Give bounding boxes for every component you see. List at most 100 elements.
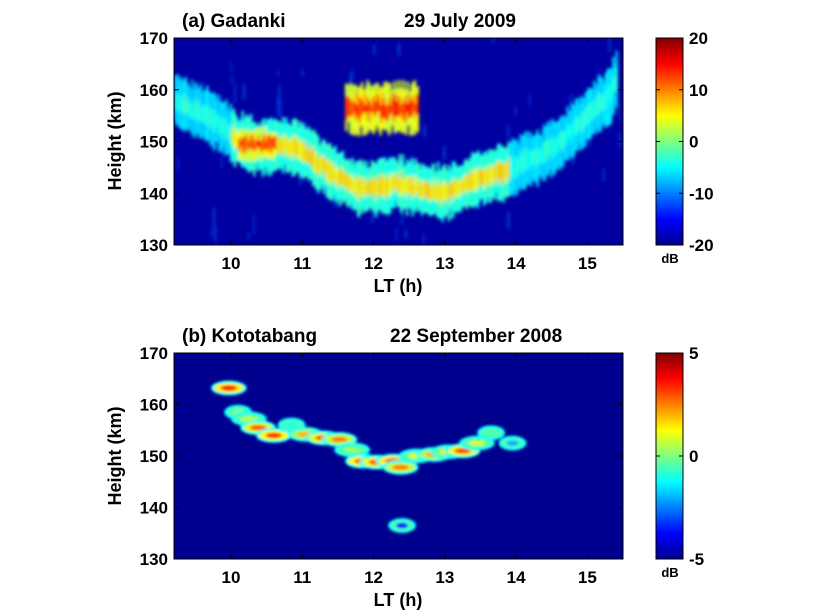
patch-core [243, 134, 247, 153]
y-tick-label: 170 [140, 344, 168, 363]
x-tick-label: 12 [364, 568, 383, 587]
x-tick-label: 11 [293, 254, 311, 273]
patch-core [258, 134, 261, 148]
panel-b-date: 22 September 2008 [390, 326, 562, 347]
patch-core [352, 99, 355, 118]
patch-outer [386, 82, 389, 127]
patch-core [245, 137, 248, 153]
noise-streak [243, 84, 245, 100]
patch-core [373, 96, 377, 118]
patch-core [404, 96, 408, 123]
noise-streak [397, 43, 400, 56]
noise-streak [177, 158, 179, 171]
x-tick-label: 14 [507, 254, 526, 273]
y-tick-label: 130 [140, 236, 168, 255]
y-tick-label: 150 [140, 133, 168, 152]
panel-b: (b) Kototabang 22 September 2008 10 11 12 1… [105, 326, 704, 610]
patch-core [350, 101, 354, 116]
echo-blob-core [249, 424, 267, 431]
noise-streak [213, 207, 215, 227]
echo-blob-core [240, 416, 258, 422]
patch-core [394, 94, 398, 117]
patch-core [377, 94, 381, 112]
patch-core [357, 95, 361, 121]
patch-core [359, 98, 362, 124]
noise-streak [422, 233, 425, 245]
patch-core [386, 105, 389, 123]
patch-core [246, 134, 250, 149]
patch-core [366, 96, 370, 121]
noise-streak [301, 69, 304, 77]
colorbar-tick-label: -10 [689, 184, 714, 203]
x-tick-label: 15 [578, 568, 597, 587]
patch-core [363, 92, 367, 113]
echo-blob-core [454, 448, 471, 454]
panel-b-colorbar-ticks: -5 0 5 [656, 344, 704, 569]
panel-b-colorbar [655, 352, 684, 560]
x-tick-label: 11 [293, 568, 311, 587]
noise-streak [618, 132, 621, 147]
patch-core [367, 100, 371, 114]
layer-core [615, 67, 618, 92]
noise-streak [234, 82, 236, 103]
echo-blob-core [392, 464, 409, 471]
panel-a-colorbar [655, 37, 684, 246]
patch-core [389, 104, 392, 116]
noise-streak [211, 226, 213, 238]
echo-blob-core [331, 436, 348, 443]
panel-a-x-axis-label: LT (h) [374, 276, 423, 296]
x-tick-label: 13 [435, 254, 454, 273]
panel-b-colorbar-unit: dB [661, 565, 678, 580]
patch-core [353, 102, 357, 113]
patch-core [376, 93, 380, 113]
x-tick-label: 15 [578, 254, 597, 273]
noise-streak [570, 94, 572, 106]
patch-core [382, 92, 385, 118]
patch-core [396, 101, 399, 118]
panel-a-y-axis-label: Height (km) [105, 91, 125, 190]
noise-streak [277, 69, 279, 77]
noise-streak [528, 92, 531, 107]
patch-core [263, 133, 267, 151]
panel-a-label: (a) Gadanki [182, 11, 285, 32]
patch-core [407, 93, 411, 119]
colorbar-tick-label: -5 [689, 550, 704, 569]
patch-core [403, 101, 407, 119]
patch-core [406, 103, 409, 113]
noise-streak [618, 105, 621, 121]
patch-core [242, 136, 246, 155]
patch-core [346, 97, 350, 124]
noise-streak [492, 38, 494, 44]
noise-streak [214, 226, 217, 243]
patch-core [347, 95, 351, 117]
patch-core [393, 92, 397, 123]
y-tick-label: 160 [140, 396, 168, 415]
patch-core [379, 99, 382, 118]
noise-streak [401, 210, 403, 225]
patch-core [397, 95, 401, 117]
patch-outer [363, 92, 367, 136]
patch-core [265, 140, 268, 150]
noise-streak [514, 107, 517, 117]
patch-core [410, 96, 414, 117]
panel-b-y-axis-label: Height (km) [105, 406, 125, 505]
patch-core [269, 133, 273, 155]
patch-core [392, 99, 395, 119]
y-tick-label: 150 [140, 447, 168, 466]
panel-a-heatmap [174, 38, 621, 245]
panel-a-colorbar-unit: dB [661, 251, 678, 266]
panel-a-date: 29 July 2009 [404, 11, 516, 32]
patch-core [255, 141, 258, 151]
panel-a-y-axis: 130 140 150 160 170 [140, 29, 623, 255]
patch-core [360, 97, 364, 116]
patch-core [387, 98, 391, 120]
noise-streak [395, 228, 398, 242]
patch-core [413, 95, 417, 112]
patch-core [256, 139, 260, 148]
patch-core [268, 134, 271, 150]
colorbar-tick-label: 0 [689, 133, 698, 152]
noise-streak [507, 212, 510, 229]
y-tick-label: 140 [140, 499, 168, 518]
noise-streak [608, 38, 611, 52]
noise-streak [279, 102, 282, 117]
